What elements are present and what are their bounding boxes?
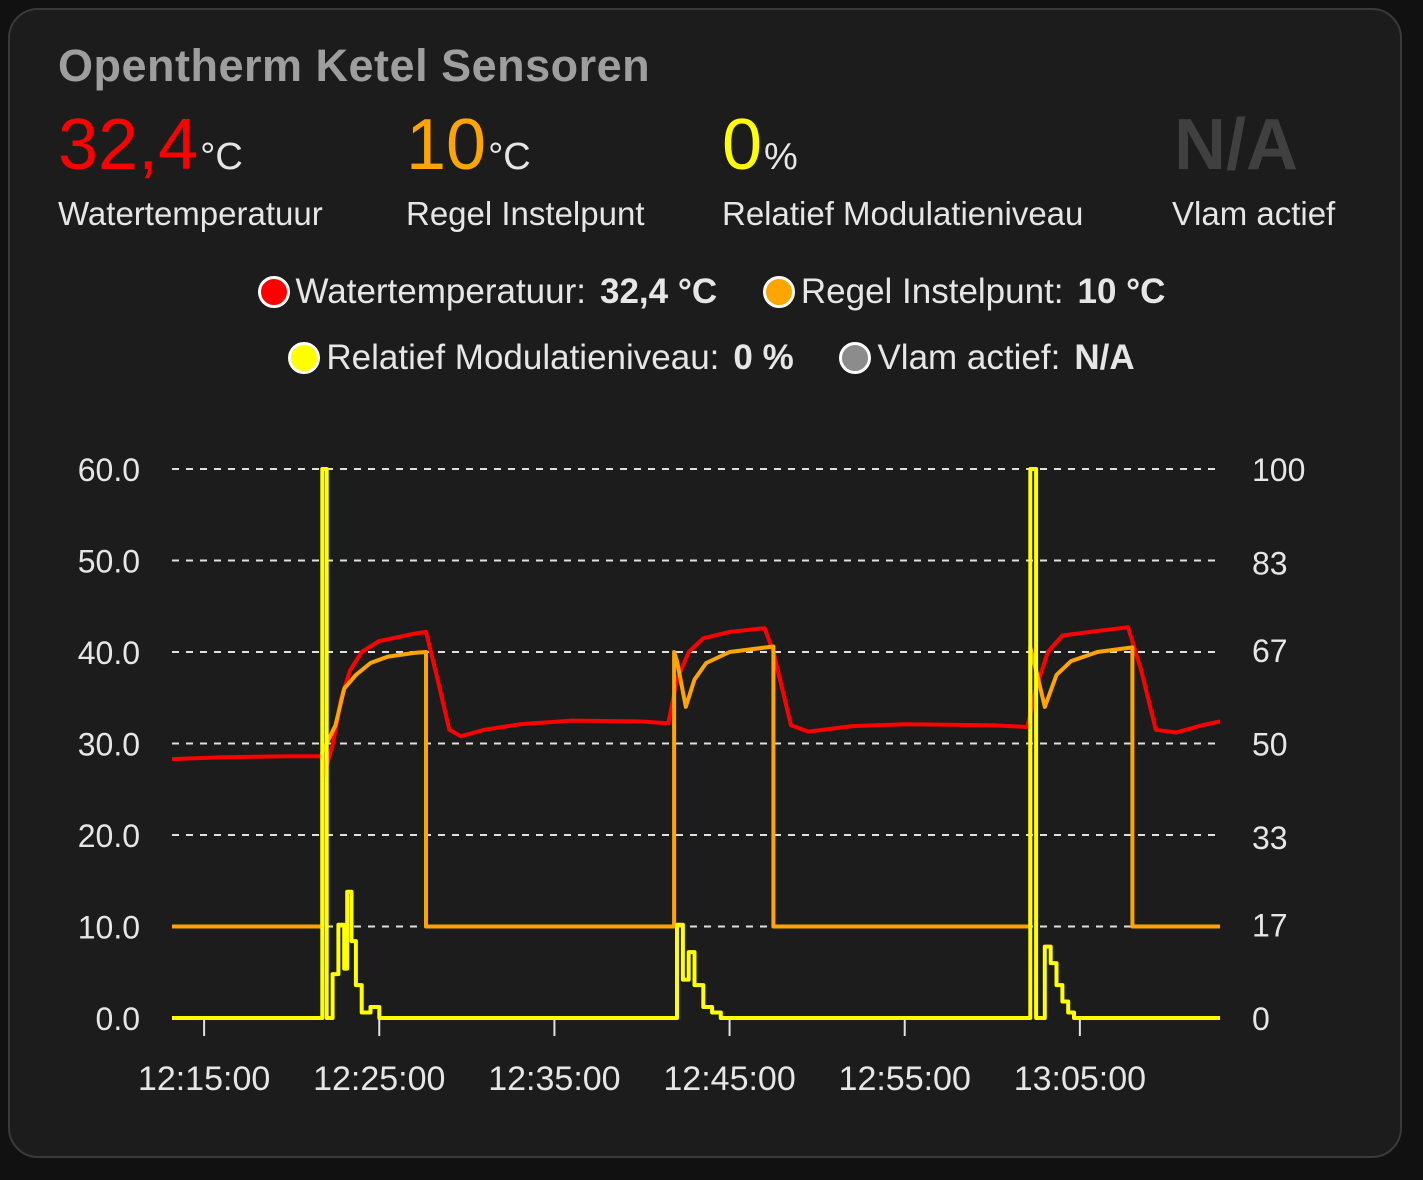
y-left-tick-label: 30.0 [78, 727, 140, 763]
y-left-tick-label: 40.0 [78, 635, 140, 671]
state-regel-instelpunt[interactable]: 10°C Regel Instelpunt [406, 105, 645, 233]
state-value: 0 [722, 105, 763, 185]
legend-value: 0 % [733, 338, 794, 377]
legend-value: 32,4 °C [600, 272, 718, 311]
legend-value: 10 °C [1077, 272, 1166, 311]
y-left-tick-label: 50.0 [78, 544, 140, 580]
state-modulatieniveau[interactable]: 0% Relatief Modulatieniveau [722, 105, 1083, 233]
state-label: Relatief Modulatieniveau [722, 195, 1084, 232]
sensor-card [8, 8, 1402, 1158]
y-right-tick-label: 50 [1252, 727, 1288, 763]
legend-name: Vlam actief: [877, 338, 1061, 377]
state-vlam-actief[interactable]: N/A Vlam actief [1172, 105, 1335, 233]
legend-item-vlam-actief[interactable]: Vlam actief: N/A [839, 338, 1135, 378]
legend-name: Regel Instelpunt: [800, 272, 1064, 311]
legend-name: Relatief Modulatieniveau: [326, 338, 720, 377]
series-line-relatief-modulatieniveau[interactable] [172, 467, 1220, 1020]
legend-item-modulatieniveau[interactable]: Relatief Modulatieniveau: 0 % [288, 338, 794, 378]
legend-name: Watertemperatuur: [295, 272, 586, 311]
state-value: 10 [406, 105, 487, 185]
state-value: 32,4 [58, 105, 199, 185]
legend-value: N/A [1074, 338, 1135, 377]
state-unit: °C [200, 136, 243, 178]
x-tick-label: 12:15:00 [138, 1060, 270, 1098]
x-tick-label: 12:25:00 [313, 1060, 445, 1098]
legend-dot-icon [839, 342, 872, 374]
x-tick-label: 12:55:00 [839, 1060, 971, 1098]
legend-dot-icon [257, 276, 290, 308]
y-left-tick-label: 60.0 [78, 452, 140, 488]
y-right-tick-label: 17 [1252, 908, 1288, 944]
x-tick-label: 12:35:00 [488, 1060, 620, 1098]
x-tick-label: 12:45:00 [663, 1060, 795, 1098]
state-unit: % [764, 136, 798, 178]
y-left-tick-label: 0.0 [96, 1001, 140, 1037]
legend-item-watertemperatuur[interactable]: Watertemperatuur: 32,4 °C [257, 272, 718, 312]
y-right-tick-label: 67 [1252, 633, 1288, 669]
state-unit: °C [488, 136, 531, 178]
y-right-tick-label: 83 [1252, 545, 1288, 581]
state-watertemperatuur[interactable]: 32,4°C Watertemperatuur [58, 105, 323, 233]
legend-dot-icon [288, 342, 321, 374]
y-right-tick-label: 100 [1252, 452, 1305, 488]
y-left-tick-label: 10.0 [78, 910, 140, 946]
state-label: Regel Instelpunt [406, 195, 645, 232]
y-right-tick-label: 0 [1252, 1001, 1270, 1037]
y-left-tick-label: 20.0 [78, 818, 140, 854]
legend-item-regel-instelpunt[interactable]: Regel Instelpunt: 10 °C [762, 272, 1166, 312]
series-line-watertemperatuur[interactable] [171, 625, 1221, 778]
series-line-regel-instelpunt[interactable] [172, 644, 1220, 929]
state-value: N/A [1174, 105, 1298, 185]
legend-dot-icon [762, 276, 795, 308]
state-label: Watertemperatuur [58, 195, 323, 232]
x-tick-label: 13:05:00 [1014, 1060, 1146, 1098]
state-label: Vlam actief [1172, 195, 1336, 232]
y-right-tick-label: 33 [1252, 820, 1288, 856]
legend-row-2: Relatief Modulatieniveau: 0 % Vlam actief… [0, 338, 1423, 383]
card-title: Opentherm Ketel Sensoren [58, 40, 651, 91]
legend-row-1: Watertemperatuur: 32,4 °C Regel Instelpun… [0, 272, 1423, 317]
